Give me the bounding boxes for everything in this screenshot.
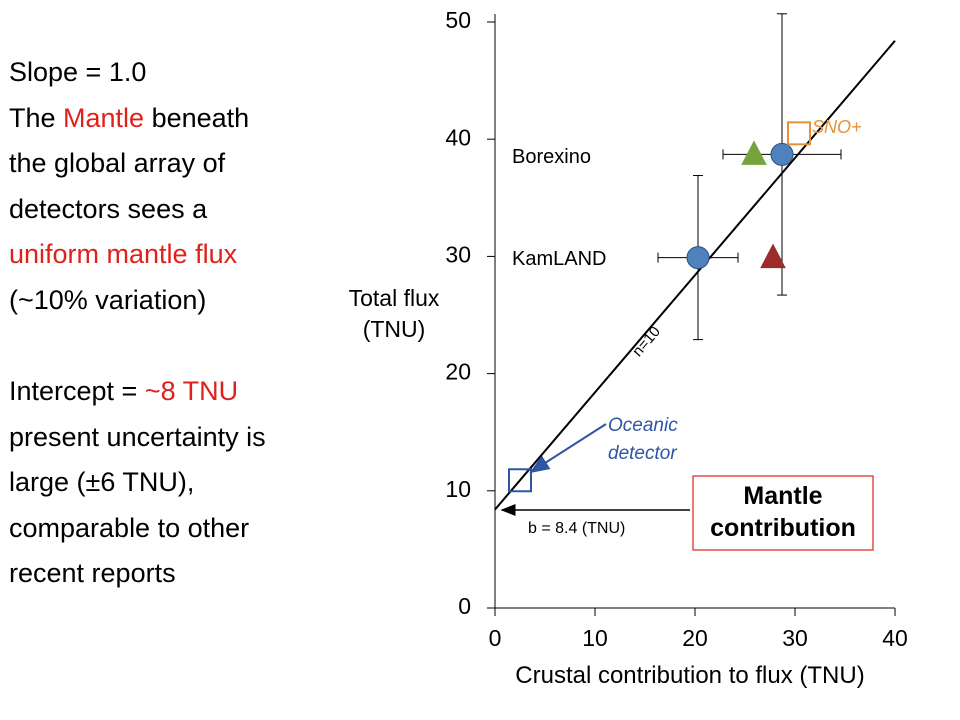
note-text: Intercept = [9,376,145,406]
note-text: large (±6 TNU), [9,467,195,497]
note-line: (~10% variation) [9,285,206,316]
note-line: comparable to other [9,513,249,544]
point [760,243,786,269]
x-tick-label: 10 [582,625,608,651]
note-line: Slope = 1.0 [9,57,146,88]
note-line: detectors sees a [9,194,207,225]
y-axis-label: Total flux (TNU) [348,285,440,342]
x-tick-label: 40 [882,625,908,651]
note-text: present uncertainty is [9,421,266,452]
note-text: the global array of [9,148,226,178]
y-tick-label: 0 [458,593,471,619]
mantle-box [692,475,874,551]
note-line: the global array of [9,148,225,179]
series-label: Borexino [512,146,591,168]
point [741,140,767,165]
intercept-label: b = 8.4 (TNU) [528,520,626,537]
note-line: uniform mantle flux [9,239,237,270]
series-label: Oceanic detector [608,415,678,464]
fit-line [494,40,896,511]
y-tick-label: 40 [445,124,471,150]
note-line: present uncertainty is [9,422,266,453]
series-label: SNO+ [812,117,862,137]
note-text: recent reports [9,558,176,588]
note-line: The Mantle beneath [9,103,249,134]
x-axis-label: Crustal contribution to flux (TNU) [515,662,865,689]
y-tick-label: 50 [445,7,471,33]
y-tick-label: 10 [445,476,471,502]
point [686,246,710,270]
point [508,468,532,493]
note-text: Mantle [63,102,145,133]
point [770,142,794,166]
oceanic-arrow [529,423,607,474]
note-text: detectors sees a [9,193,208,224]
x-tick-label: 20 [682,625,708,651]
fit-label: n=10 [629,323,664,360]
note-text: uniform mantle flux [9,239,238,269]
x-tick-label: 0 [489,625,502,651]
y-tick-label: 20 [445,359,471,385]
note-line: recent reports [9,558,176,589]
x-tick-label: 30 [782,625,808,651]
note-text: The [9,102,64,133]
note-text: (~10% variation) [9,284,207,315]
mantle-box-label: Mantle contribution [710,482,856,542]
y-tick-label: 30 [445,241,471,267]
note-text: beneath [144,102,250,133]
note-line: large (±6 TNU), [9,467,194,498]
note-text: Slope = 1.0 [9,57,147,87]
series-label: KamLAND [512,248,607,270]
point [787,121,811,146]
note-text: comparable to other [9,512,250,543]
note-line: Intercept = ~8 TNU [9,376,238,407]
note-text: ~8 TNU [144,376,239,406]
